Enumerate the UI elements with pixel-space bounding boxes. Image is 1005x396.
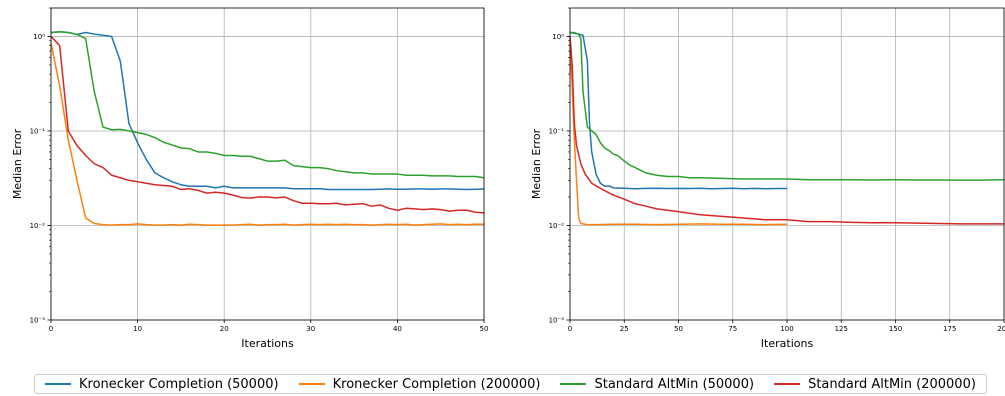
chart-panel-2: 0 25 50 75 100 125 150 175 200 10⁻³ 10⁻² 10⁻¹ 10⁰ Ite…	[530, 7, 1005, 350]
tick-label-x: 150	[889, 325, 902, 333]
series-line-2	[569, 43, 788, 226]
legend-swatch	[560, 383, 587, 385]
tick-label-y: 10⁻²	[549, 222, 565, 230]
chart-panel-1: 0 10 20 30 40 50 10⁻³ 10⁻² 10⁻¹ 10⁰ Iterations Medi…	[11, 7, 489, 350]
legend-label: Kronecker Completion (200000)	[332, 376, 541, 392]
tick-label-x: 10	[133, 325, 142, 333]
series-line-1	[50, 31, 485, 191]
tick-label-x: 200	[997, 325, 1005, 333]
legend-label: Standard AltMin (50000)	[594, 376, 755, 392]
tick-label-x: 50	[480, 325, 489, 333]
legend-item-kronecker-200000: Kronecker Completion (200000)	[298, 376, 541, 392]
y-axis-title: Median Error	[11, 128, 24, 199]
tick-label-x: 40	[393, 325, 402, 333]
legend-item-altmin-50000: Standard AltMin (50000)	[560, 377, 754, 392]
tick-label-y: 10⁻³	[30, 317, 46, 325]
x-axis-title: Iterations	[761, 337, 814, 350]
tick-label-x: 0	[568, 325, 572, 333]
legend-item-altmin-200000: Standard AltMin (200000)	[774, 377, 976, 392]
legend-swatch	[774, 383, 801, 385]
legend: Kronecker Completion (50000) Kronecker C…	[34, 374, 987, 394]
y-axis-title: Median Error	[530, 128, 543, 199]
series-line-4	[50, 35, 485, 214]
series-line-3	[50, 31, 485, 179]
tick-label-y: 10⁻³	[549, 317, 565, 325]
figure: 0 10 20 30 40 50 10⁻³ 10⁻² 10⁻¹ 10⁰ Iterations Medi…	[11, 7, 1005, 350]
tick-label-x: 75	[728, 325, 737, 333]
series-line-3	[570, 31, 1005, 181]
series-line-1	[569, 31, 787, 190]
legend-item-kronecker-50000: Kronecker Completion (50000)	[45, 377, 279, 392]
series-line-2	[50, 42, 484, 226]
tick-label-y: 10⁻¹	[30, 127, 46, 135]
tick-label-y: 10⁰	[552, 33, 564, 41]
tick-label-x: 100	[780, 325, 793, 333]
tick-label-y: 10⁻¹	[549, 127, 565, 135]
legend-swatch	[298, 383, 325, 385]
tick-label-x: 175	[943, 325, 956, 333]
tick-label-y: 10⁻²	[30, 222, 46, 230]
legend-label: Kronecker Completion (50000)	[79, 376, 279, 392]
tick-label-x: 20	[220, 325, 229, 333]
legend-label: Standard AltMin (200000)	[808, 376, 976, 392]
x-axis-title: Iterations	[241, 337, 294, 350]
plot-frame	[50, 7, 485, 321]
tick-label-x: 30	[306, 325, 315, 333]
tick-label-y: 10⁰	[33, 33, 45, 41]
tick-label-x: 0	[49, 325, 53, 333]
tick-label-x: 25	[620, 325, 629, 333]
tick-label-x: 50	[674, 325, 683, 333]
legend-swatch	[45, 383, 72, 385]
series-line-4	[569, 36, 1004, 225]
tick-label-x: 125	[835, 325, 848, 333]
